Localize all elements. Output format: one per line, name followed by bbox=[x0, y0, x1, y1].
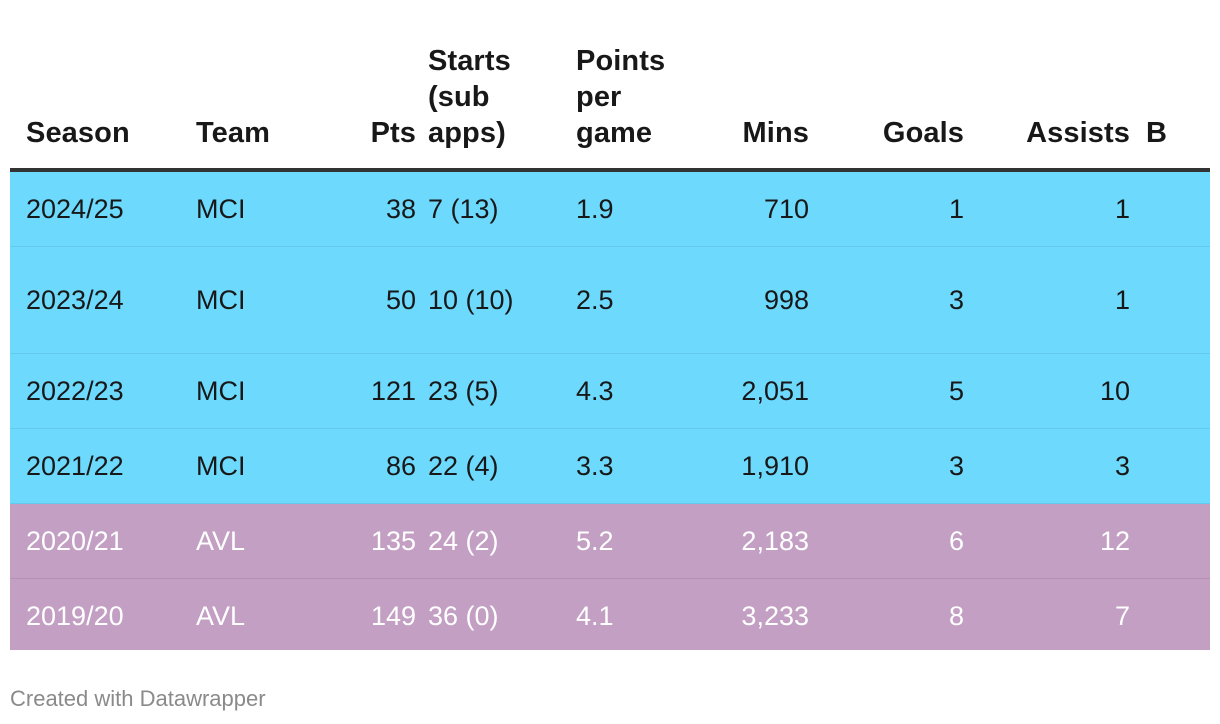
cell-b bbox=[1130, 503, 1210, 579]
header-b[interactable]: B bbox=[1130, 0, 1210, 172]
cell-points-per-game: 2.5 bbox=[564, 246, 664, 354]
cell-pts: 135 bbox=[296, 503, 416, 579]
cell-assists: 1 bbox=[964, 170, 1130, 247]
cell-team: MCI bbox=[180, 170, 296, 247]
cell-goals: 6 bbox=[809, 503, 964, 579]
cell-mins: 2,183 bbox=[664, 503, 809, 579]
cell-mins: 3,233 bbox=[664, 578, 809, 650]
cell-season: 2022/23 bbox=[10, 353, 180, 429]
cell-season: 2024/25 bbox=[10, 170, 180, 247]
cell-pts: 86 bbox=[296, 428, 416, 504]
cell-assists: 10 bbox=[964, 353, 1130, 429]
cell-season: 2020/21 bbox=[10, 503, 180, 579]
cell-mins: 998 bbox=[664, 246, 809, 354]
cell-pts: 50 bbox=[296, 246, 416, 354]
header-pts[interactable]: Pts bbox=[296, 0, 416, 172]
header-season[interactable]: Season bbox=[10, 0, 180, 172]
stats-table-container: Season Team Pts Starts (sub apps) Points… bbox=[10, 0, 1210, 650]
cell-assists: 7 bbox=[964, 578, 1130, 650]
cell-points-per-game: 4.3 bbox=[564, 353, 664, 429]
cell-season: 2023/24 bbox=[10, 246, 180, 354]
cell-mins: 1,910 bbox=[664, 428, 809, 504]
table-body: 2024/25 MCI 38 7 (13) 1.9 710 1 1 2023/2… bbox=[10, 170, 1210, 650]
cell-starts: 7 (13) bbox=[416, 170, 564, 247]
cell-goals: 3 bbox=[809, 246, 964, 354]
header-row: Season Team Pts Starts (sub apps) Points… bbox=[10, 0, 1210, 172]
cell-starts: 24 (2) bbox=[416, 503, 564, 579]
header-points-per-game[interactable]: Points per game bbox=[564, 0, 665, 172]
datawrapper-credit[interactable]: Created with Datawrapper bbox=[10, 686, 266, 711]
cell-assists: 12 bbox=[964, 503, 1130, 579]
cell-goals: 3 bbox=[809, 428, 964, 504]
cell-team: AVL bbox=[180, 578, 296, 650]
table-header: Season Team Pts Starts (sub apps) Points… bbox=[10, 0, 1210, 172]
cell-b bbox=[1130, 246, 1210, 354]
table-row: 2024/25 MCI 38 7 (13) 1.9 710 1 1 bbox=[10, 170, 1210, 247]
cell-mins: 2,051 bbox=[664, 353, 809, 429]
cell-team: AVL bbox=[180, 503, 296, 579]
cell-starts: 10 (10) bbox=[416, 246, 564, 354]
table-row: 2020/21 AVL 135 24 (2) 5.2 2,183 6 12 bbox=[10, 503, 1210, 579]
cell-season: 2019/20 bbox=[10, 578, 180, 650]
cell-team: MCI bbox=[180, 353, 296, 429]
cell-starts: 23 (5) bbox=[416, 353, 564, 429]
table-row: 2021/22 MCI 86 22 (4) 3.3 1,910 3 3 bbox=[10, 428, 1210, 504]
cell-b bbox=[1130, 428, 1210, 504]
table-row: 2019/20 AVL 149 36 (0) 4.1 3,233 8 7 bbox=[10, 578, 1210, 650]
header-starts[interactable]: Starts (sub apps) bbox=[416, 0, 564, 172]
cell-team: MCI bbox=[180, 246, 296, 354]
header-goals[interactable]: Goals bbox=[809, 0, 964, 172]
cell-goals: 5 bbox=[809, 353, 964, 429]
cell-b bbox=[1130, 353, 1210, 429]
cell-pts: 149 bbox=[296, 578, 416, 650]
cell-assists: 1 bbox=[964, 246, 1130, 354]
cell-points-per-game: 4.1 bbox=[564, 578, 664, 650]
table-row: 2022/23 MCI 121 23 (5) 4.3 2,051 5 10 bbox=[10, 353, 1210, 429]
cell-b bbox=[1130, 578, 1210, 650]
cell-points-per-game: 3.3 bbox=[564, 428, 664, 504]
cell-mins: 710 bbox=[664, 170, 809, 247]
cell-points-per-game: 5.2 bbox=[564, 503, 664, 579]
cell-team: MCI bbox=[180, 428, 296, 504]
cell-goals: 8 bbox=[809, 578, 964, 650]
cell-pts: 121 bbox=[296, 353, 416, 429]
cell-b bbox=[1130, 170, 1210, 247]
header-mins[interactable]: Mins bbox=[664, 0, 809, 172]
cell-points-per-game: 1.9 bbox=[564, 170, 664, 247]
cell-season: 2021/22 bbox=[10, 428, 180, 504]
cell-pts: 38 bbox=[296, 170, 416, 247]
header-team[interactable]: Team bbox=[180, 0, 296, 172]
cell-starts: 36 (0) bbox=[416, 578, 564, 650]
table-row: 2023/24 MCI 50 10 (10) 2.5 998 3 1 bbox=[10, 246, 1210, 354]
season-stats-table: Season Team Pts Starts (sub apps) Points… bbox=[10, 0, 1210, 650]
cell-starts: 22 (4) bbox=[416, 428, 564, 504]
cell-assists: 3 bbox=[964, 428, 1130, 504]
cell-goals: 1 bbox=[809, 170, 964, 247]
header-assists[interactable]: Assists bbox=[964, 0, 1130, 172]
